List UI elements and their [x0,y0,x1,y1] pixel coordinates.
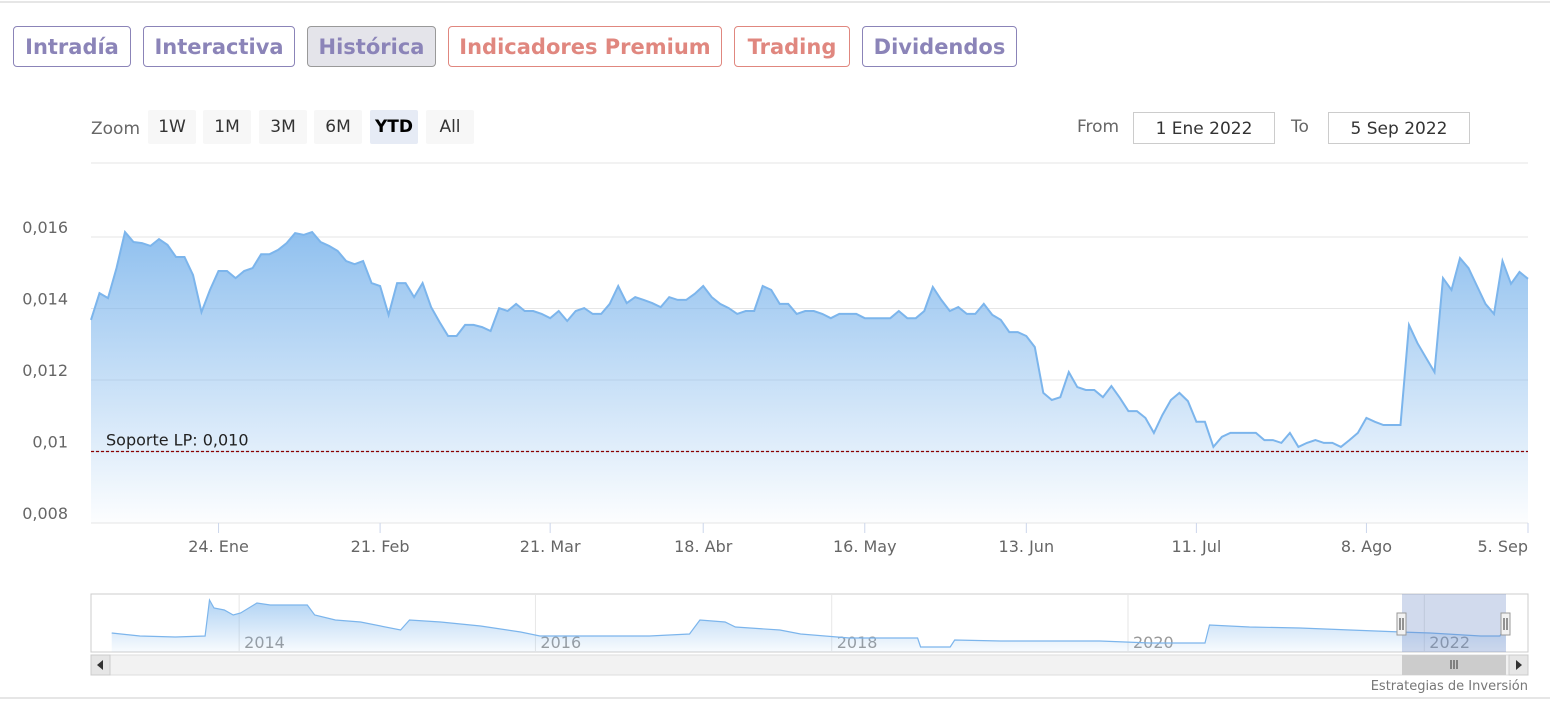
x-tick-label: 8. Ago [1341,537,1392,556]
scrollbar-grip [1450,660,1458,669]
zoom-button[interactable]: 1M [203,110,251,144]
scrollbar-track[interactable] [90,654,1529,676]
navigator-handle-grip [1399,618,1404,630]
zoom-label: Zoom [91,119,141,139]
y-tick-label: 0,01 [32,433,68,452]
area-line [90,229,1529,449]
from-input[interactable]: 1 Ene 2022 [1133,112,1275,144]
navigator-handle-grip [1503,618,1508,630]
area-fill [91,232,1528,523]
x-tick-label: 11. Jul [1171,537,1221,556]
credits[interactable]: Estrategias de Inversión [1371,679,1528,694]
x-tick-label: 18. Abr [674,537,733,556]
tab[interactable]: Histórica [307,26,436,67]
tab[interactable]: Interactiva [143,26,295,67]
scroll-right-arrow [1516,660,1522,670]
scroll-left-arrow [97,660,103,670]
y-tick-label: 0,012 [22,361,68,380]
zoom-button[interactable]: All [426,110,474,144]
x-tick-label: 21. Mar [520,537,581,556]
plot-line-label: Soporte LP: 0,010 [106,431,249,450]
navigator-line [111,598,1507,648]
y-tick-label: 0,016 [22,218,68,237]
tab[interactable]: Intradía [13,26,131,67]
tab[interactable]: Indicadores Premium [448,26,722,67]
navigator-area [111,600,1506,652]
x-tick-label: 5. Sep [1477,537,1528,556]
zoom-button[interactable]: 3M [259,110,307,144]
x-tick-label: 24. Ene [188,537,249,556]
tab[interactable]: Dividendos [862,26,1017,67]
navigator-selection[interactable] [1402,594,1506,652]
to-label: To [1291,117,1309,137]
navigator-handle[interactable] [1500,612,1511,636]
zoom-button[interactable]: 6M [314,110,362,144]
y-tick-label: 0,008 [22,504,68,523]
y-tick-label: 0,014 [22,290,68,309]
navigator-handle[interactable] [1396,612,1407,636]
zoom-button[interactable]: YTD [370,110,418,144]
from-label: From [1077,117,1120,137]
zoom-button[interactable]: 1W [148,110,196,144]
x-tick-label: 13. Jun [999,537,1055,556]
tab[interactable]: Trading [734,26,850,67]
x-tick-label: 16. May [833,537,897,556]
to-input[interactable]: 5 Sep 2022 [1328,112,1470,144]
x-tick-label: 21. Feb [351,537,410,556]
